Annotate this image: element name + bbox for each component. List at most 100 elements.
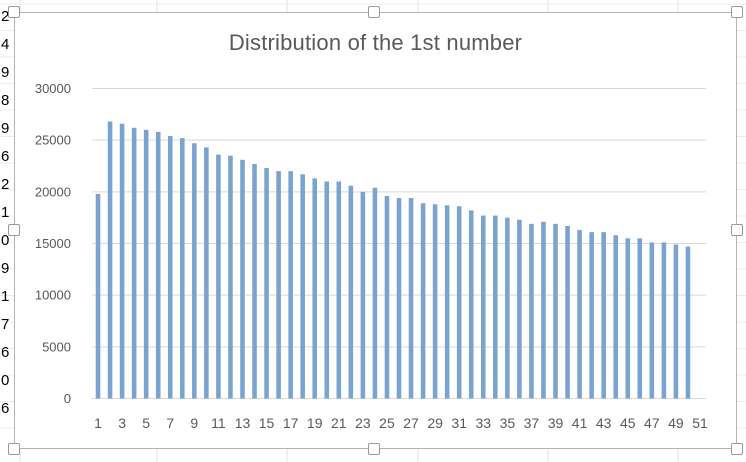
bar[interactable]	[444, 205, 450, 399]
bar[interactable]	[505, 217, 510, 399]
sheet-cell-digit: 7	[1, 316, 9, 333]
bar[interactable]	[131, 127, 137, 399]
bar[interactable]	[288, 171, 293, 399]
x-tick-label: 17	[283, 415, 299, 431]
x-tick-label: 25	[379, 415, 395, 431]
y-tick-label: 15000	[35, 236, 71, 251]
y-tick-label: 20000	[35, 184, 71, 199]
bar[interactable]	[155, 131, 161, 399]
x-tick-label: 1	[94, 415, 102, 431]
resize-handle-top-left[interactable]	[8, 6, 20, 18]
x-tick-label: 51	[692, 415, 708, 431]
bar[interactable]	[384, 195, 390, 399]
bar[interactable]	[625, 238, 631, 399]
bar[interactable]	[264, 168, 269, 399]
sheet-cell-digit: 9	[1, 64, 9, 81]
bar[interactable]	[613, 235, 618, 399]
bar[interactable]	[432, 204, 438, 399]
x-tick-label: 31	[451, 415, 467, 431]
y-tick-label: 10000	[35, 288, 71, 303]
bar[interactable]	[661, 242, 667, 399]
bar[interactable]	[480, 215, 486, 399]
bar[interactable]	[577, 230, 582, 399]
bar[interactable]	[408, 198, 414, 399]
x-tick-label: 11	[211, 415, 226, 431]
x-tick-label: 9	[190, 415, 198, 431]
sheet-cell-digit: 6	[1, 400, 9, 417]
bar[interactable]	[95, 193, 101, 399]
y-tick-label: 0	[64, 391, 71, 406]
bar[interactable]	[493, 215, 498, 399]
sheet-cell-digit: 2	[1, 176, 9, 193]
chart-title[interactable]: Distribution of the 1st number	[228, 30, 523, 55]
bar[interactable]	[336, 181, 342, 399]
resize-handle-middle-right[interactable]	[731, 224, 743, 236]
x-tick-label: 21	[331, 415, 347, 431]
bar[interactable]	[228, 155, 233, 399]
bar[interactable]	[649, 242, 655, 399]
x-tick-label: 5	[142, 415, 150, 431]
sheet-cell-digit: 1	[1, 204, 9, 221]
x-tick-label: 37	[524, 415, 540, 431]
x-tick-label: 27	[403, 415, 419, 431]
bar[interactable]	[300, 174, 305, 399]
bar[interactable]	[240, 159, 245, 399]
sheet-cell-digit: 0	[1, 232, 9, 249]
sheet-cell-digit: 1	[1, 288, 9, 305]
bar[interactable]	[529, 223, 534, 399]
bar[interactable]	[589, 232, 594, 399]
x-tick-label: 19	[307, 415, 323, 431]
bar[interactable]	[348, 185, 354, 399]
x-tick-label: 13	[235, 415, 251, 431]
bar[interactable]	[517, 219, 522, 399]
bar[interactable]	[565, 225, 570, 399]
bar[interactable]	[107, 121, 113, 399]
sheet-cell-digit: 4	[1, 36, 9, 53]
bar[interactable]	[252, 163, 257, 399]
bar[interactable]	[167, 136, 173, 399]
resize-handle-bottom-left[interactable]	[8, 443, 20, 455]
bar[interactable]	[601, 232, 606, 399]
bar[interactable]	[673, 244, 679, 399]
x-tick-label: 41	[572, 415, 588, 431]
x-tick-label: 49	[668, 415, 684, 431]
bar[interactable]	[180, 138, 185, 399]
bar[interactable]	[119, 123, 125, 399]
y-tick-label: 25000	[35, 133, 71, 148]
sheet-cell-digit: 9	[1, 260, 9, 277]
x-tick-label: 29	[427, 415, 443, 431]
x-tick-label: 7	[166, 415, 174, 431]
bar[interactable]	[396, 198, 402, 399]
y-tick-label: 5000	[42, 339, 71, 354]
x-tick-label: 3	[118, 415, 126, 431]
sheet-cell-digit: 6	[1, 344, 9, 361]
resize-handle-top-right[interactable]	[731, 6, 743, 18]
bar[interactable]	[456, 206, 462, 399]
bar[interactable]	[204, 147, 209, 399]
bar[interactable]	[192, 143, 197, 399]
bar[interactable]	[420, 203, 426, 399]
bar[interactable]	[372, 187, 378, 399]
x-tick-label: 23	[355, 415, 371, 431]
x-tick-label: 47	[644, 415, 660, 431]
resize-handle-bottom-center[interactable]	[368, 443, 380, 455]
bar[interactable]	[312, 178, 318, 399]
x-tick-label: 39	[548, 415, 564, 431]
bar[interactable]	[360, 191, 366, 399]
resize-handle-middle-left[interactable]	[8, 224, 20, 236]
bar[interactable]	[216, 154, 221, 399]
sheet-cell-digit: 6	[1, 148, 9, 165]
resize-handle-top-center[interactable]	[368, 6, 380, 18]
y-tick-label: 30000	[35, 81, 71, 96]
bar[interactable]	[276, 171, 281, 399]
bar[interactable]	[143, 129, 149, 399]
bar[interactable]	[324, 181, 330, 399]
bar[interactable]	[541, 221, 546, 399]
bar[interactable]	[553, 223, 558, 399]
bar[interactable]	[468, 210, 474, 399]
bar[interactable]	[685, 246, 691, 399]
sheet-cell-digit: 9	[1, 120, 9, 137]
resize-handle-bottom-right[interactable]	[731, 443, 743, 455]
bar[interactable]	[637, 238, 643, 399]
